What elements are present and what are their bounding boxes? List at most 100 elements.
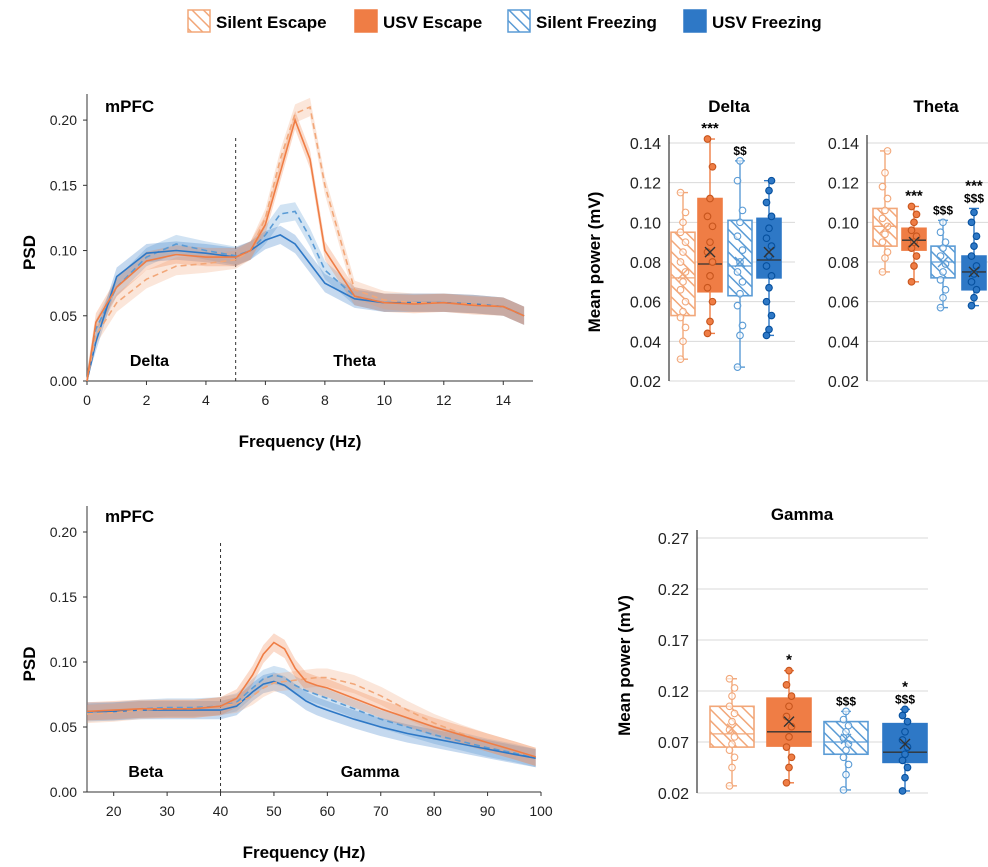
chart-title: Delta [708, 97, 750, 116]
data-point [881, 230, 889, 239]
series-ci-band-silent-freezing [87, 665, 536, 768]
x-tick-label: 4 [202, 392, 210, 408]
data-point [730, 684, 739, 692]
significance-label: $$$ [964, 191, 984, 205]
y-tick-label: 0.10 [50, 243, 77, 259]
y-tick-label: 0.10 [50, 654, 77, 670]
psd-chart-top: 0.00 0.05 0.10 0.15 0.20 0 2 4 6 8 10 12 14 mPFC Delta… [20, 94, 533, 451]
data-point [738, 277, 747, 286]
y-tick-label: 0.07 [658, 735, 689, 752]
data-point [706, 194, 714, 203]
data-point [736, 218, 744, 227]
legend-item-usv-escape: USV Escape [354, 9, 482, 33]
mean-marker [734, 256, 746, 268]
data-point [881, 206, 889, 215]
data-point [901, 705, 909, 714]
data-point [725, 702, 734, 711]
data-point [782, 681, 791, 689]
data-point [681, 238, 690, 247]
data-point [733, 301, 742, 310]
mean-marker [704, 246, 716, 258]
box-group-silent-freezing: $$$ [823, 694, 869, 794]
x-tick-label: 12 [436, 392, 452, 408]
mean-marker [899, 738, 911, 750]
data-point [839, 753, 848, 762]
data-point [912, 210, 921, 219]
mean-marker [783, 716, 795, 728]
series-line-silent-escape [86, 676, 536, 758]
y-tick-label: 0.04 [828, 334, 859, 351]
data-point [898, 787, 907, 795]
legend-label: Silent Escape [216, 13, 327, 32]
data-point [733, 363, 742, 371]
psd-chart-bottom: 0.00 0.05 0.10 0.15 0.20 20 30 40 50 60 70 80 90 100 m… [20, 506, 553, 862]
data-point [703, 283, 712, 292]
legend-item-silent-freezing: Silent Freezing [507, 9, 657, 33]
data-point [728, 717, 736, 726]
legend-label: USV Escape [383, 13, 482, 32]
x-axis-label: Frequency (Hz) [243, 843, 366, 862]
data-point [844, 721, 853, 730]
box-group-silent-escape [709, 674, 755, 790]
data-point [730, 753, 739, 762]
data-point [733, 232, 742, 241]
data-point [767, 212, 776, 221]
data-point [765, 283, 773, 292]
y-tick-label: 0.20 [50, 524, 77, 540]
series-line-usv-escape [86, 117, 525, 382]
y-tick-label: 0.00 [50, 373, 77, 389]
data-point [676, 355, 685, 364]
y-tick-label: 0.12 [658, 684, 689, 701]
significance-label: $$ [733, 144, 747, 158]
data-point [765, 325, 773, 334]
data-point [941, 285, 950, 294]
data-point [939, 268, 947, 276]
data-point [676, 188, 685, 197]
legend-label: USV Freezing [712, 13, 822, 32]
y-tick-label: 0.02 [658, 786, 689, 803]
data-point [679, 337, 687, 346]
data-point [967, 277, 976, 286]
data-point [970, 242, 978, 250]
data-point [767, 242, 776, 250]
y-tick-label: 0.06 [828, 295, 859, 312]
series-ci-band-usv-escape [87, 633, 536, 766]
x-tick-label: 80 [426, 803, 442, 819]
data-point [676, 285, 685, 294]
series-ci-band-usv-escape [87, 111, 525, 381]
mean-marker [937, 256, 949, 268]
series-ci-band-silent-freezing [87, 202, 525, 381]
chart-title: Gamma [771, 505, 834, 524]
x-tick-label: 100 [529, 803, 553, 819]
legend-swatch [354, 9, 378, 33]
boxplot-delta: 0.02 0.04 0.06 0.08 0.10 0.12 0.14 Delta Mean po… [585, 97, 795, 391]
data-point [730, 733, 739, 741]
data-point [767, 176, 776, 185]
data-point [903, 763, 912, 772]
data-point [972, 232, 981, 241]
data-point [972, 262, 981, 270]
significance-label: *** [701, 120, 719, 137]
x-tick-label: 2 [143, 392, 151, 408]
data-point [762, 198, 771, 207]
box-group-silent-escape [670, 188, 696, 364]
y-tick-label: 0.04 [630, 334, 661, 351]
legend-swatch [683, 9, 707, 33]
data-point [941, 238, 950, 247]
data-point [765, 186, 773, 195]
data-point [970, 293, 978, 302]
y-tick-label: 0.02 [630, 374, 661, 391]
data-point [967, 252, 976, 260]
boxplot-gamma: 0.02 0.07 0.12 0.17 0.22 0.27 Gamma Mean power … [615, 505, 928, 803]
data-point [785, 702, 793, 711]
legend-item-usv-freezing: USV Freezing [683, 9, 822, 33]
chart-title: mPFC [105, 507, 154, 526]
data-point [725, 674, 734, 683]
y-tick-label: 0.20 [50, 112, 77, 128]
legend-swatch [507, 9, 531, 33]
y-tick-label: 0.17 [658, 633, 689, 650]
data-point [703, 329, 712, 338]
y-tick-label: 0.12 [630, 176, 661, 193]
data-point [842, 770, 850, 779]
